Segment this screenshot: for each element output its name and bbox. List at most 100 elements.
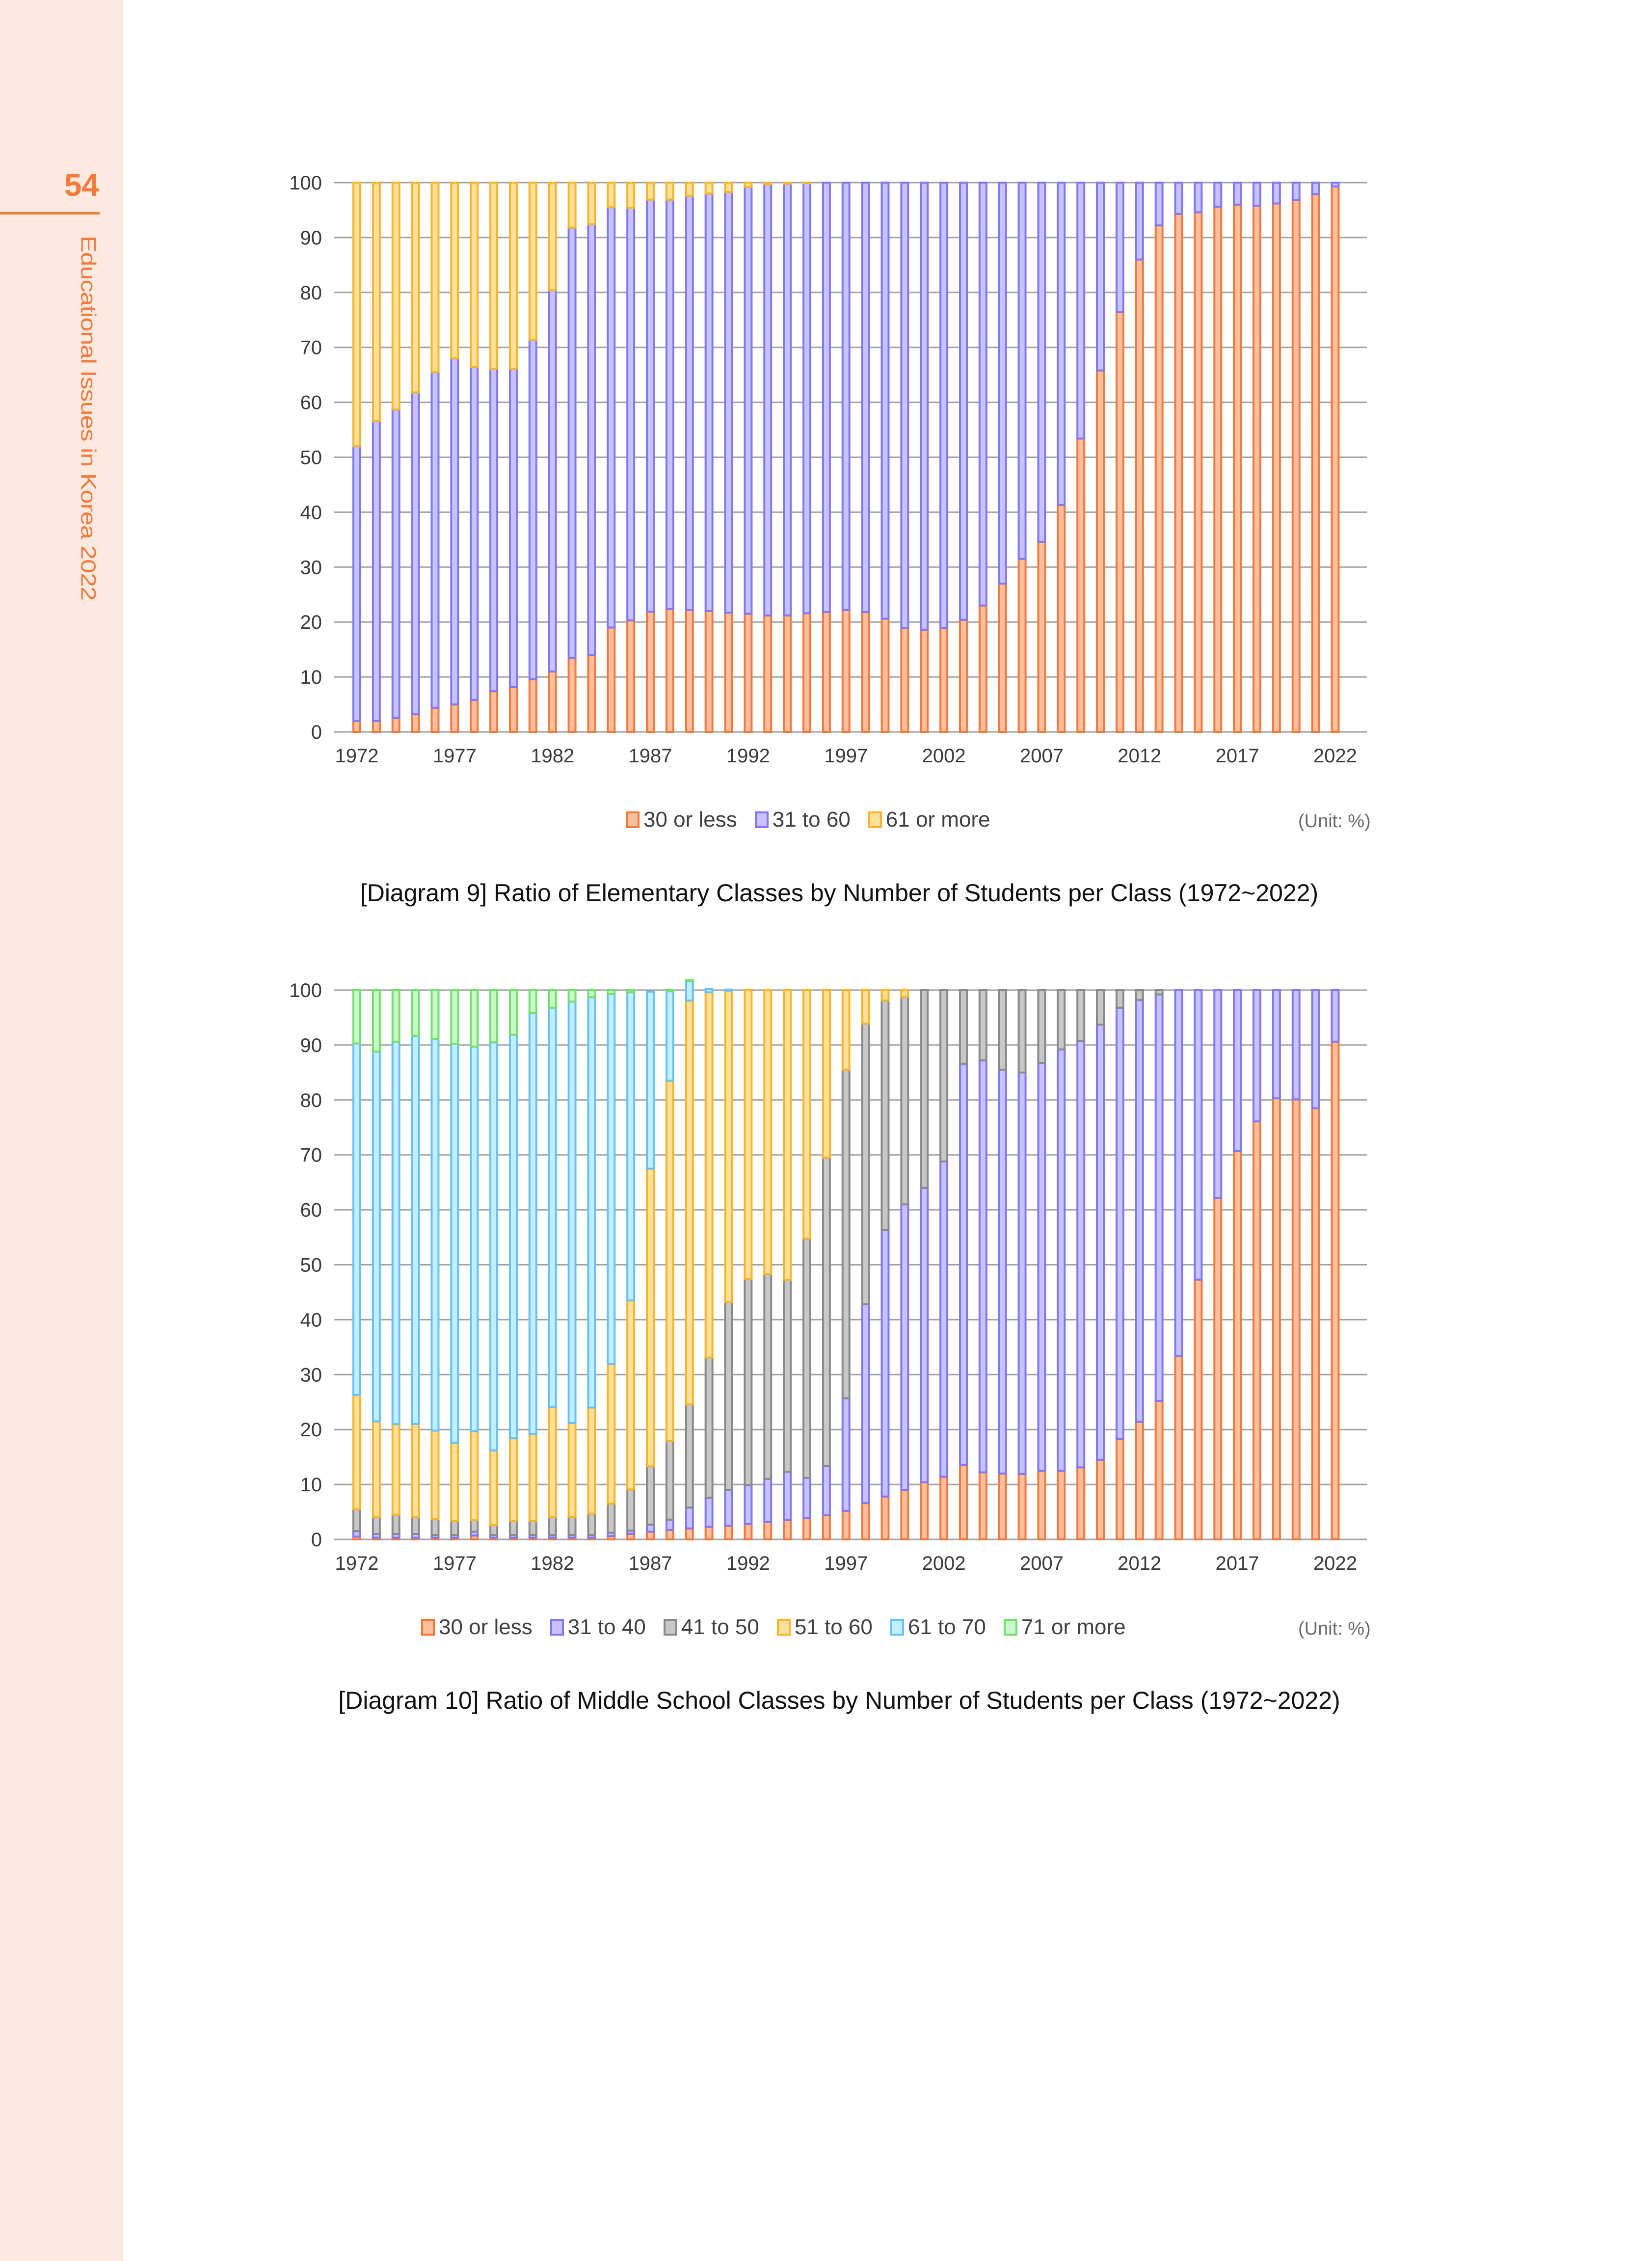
bar-stack-1986 (626, 989, 636, 1541)
bar-segment (802, 989, 812, 1239)
bar-segment (646, 610, 655, 733)
bar-segment (900, 989, 909, 998)
bar-stack-2019 (1272, 989, 1281, 1540)
y-tick-label: 20 (300, 612, 322, 633)
bar-segment (763, 182, 773, 186)
bar-segment (665, 608, 674, 733)
bar-segment (880, 182, 890, 620)
bar-segment (998, 1069, 1007, 1475)
bar-segment (900, 1203, 909, 1491)
bar-segment (1174, 182, 1183, 215)
bar-segment (626, 619, 636, 733)
bar-segment (646, 198, 655, 613)
bar-segment (352, 989, 361, 1045)
legend-item: 71 or more (1003, 1615, 1126, 1640)
bar-segment (1076, 1466, 1086, 1541)
bar-segment (430, 1429, 440, 1520)
bar-stack-1992 (744, 182, 753, 733)
x-tick-label: 2002 (922, 1553, 966, 1574)
bar-stack-1982 (548, 989, 557, 1540)
bar-stack-2018 (1252, 989, 1262, 1541)
bar-segment (548, 1406, 557, 1518)
bar-segment (626, 207, 636, 621)
bar-stack-1976 (430, 989, 440, 1540)
bar-segment (1096, 989, 1105, 1026)
diagram-9-caption: [Diagram 9] Ratio of Elementary Classes … (360, 879, 1319, 907)
bar-segment (1017, 558, 1027, 733)
bar-segment (665, 1440, 674, 1521)
bar-stack-1982 (548, 182, 557, 733)
bar-stack-1998 (861, 182, 870, 733)
bar-segment (959, 989, 968, 1065)
bar-segment (1311, 182, 1320, 195)
bar-segment (1252, 989, 1262, 1123)
bar-segment (1252, 182, 1262, 207)
bar-segment (508, 989, 518, 1036)
bar-segment (685, 1527, 694, 1540)
bar-segment (744, 613, 753, 733)
x-tick-label: 1992 (726, 1553, 770, 1574)
bar-segment (528, 1519, 537, 1536)
bar-segment (880, 989, 890, 1002)
bar-segment (626, 991, 636, 1302)
x-tick-label: 1997 (824, 1553, 868, 1574)
middle-school-class-size-chart: 0 10 20 30 40 50 60 70 80 90 100 1972 1977 1982 1987 19… (265, 955, 1413, 1740)
bar-segment (1233, 989, 1242, 1152)
bar-stack-1977 (450, 182, 459, 733)
legend-label: 41 to 50 (681, 1615, 759, 1639)
bar-stack-2022 (1331, 182, 1340, 733)
bar-segment (607, 206, 616, 629)
legend-swatch (890, 1619, 904, 1636)
bar-segment (489, 989, 499, 1044)
bar-segment (1252, 204, 1262, 733)
bar-segment (861, 182, 870, 614)
bar-segment (1213, 1196, 1223, 1540)
bar-stack-1972 (352, 989, 361, 1541)
bar-segment (783, 1471, 792, 1521)
bar-segment (959, 182, 968, 621)
bar-segment (352, 445, 361, 722)
legend-swatch (421, 1619, 435, 1636)
legend-label: 30 or less (439, 1615, 533, 1639)
bar-stack-1989 (685, 182, 694, 733)
bar-segment (978, 1059, 987, 1474)
bar-segment (763, 1478, 773, 1523)
bar-segment (1017, 989, 1027, 1074)
bar-segment (548, 989, 557, 1009)
bar-stack-2016 (1213, 989, 1223, 1540)
bar-stack-1987 (646, 991, 655, 1540)
bar-segment (1233, 182, 1242, 206)
bar-segment (450, 1043, 459, 1444)
bar-segment (548, 289, 557, 673)
bar-segment (607, 993, 616, 1366)
bar-segment (998, 989, 1007, 1071)
bar-segment (646, 1465, 655, 1526)
bar-segment (939, 1476, 949, 1540)
bar-segment (1037, 182, 1046, 543)
bar-segment (724, 1525, 733, 1541)
bar-segment (1272, 989, 1281, 1100)
bar-segment (352, 182, 361, 448)
legend-label: 61 to 70 (907, 1615, 986, 1639)
bar-segment (822, 989, 831, 1159)
y-tick-label: 80 (300, 1090, 322, 1111)
x-tick-label: 1972 (335, 1553, 379, 1574)
bar-segment (1154, 989, 1164, 996)
bar-stack-1981 (528, 182, 537, 733)
legend-swatch (776, 1619, 791, 1636)
bar-segment (607, 182, 616, 209)
bar-stack-2004 (978, 182, 987, 733)
x-tick-label: 1982 (531, 745, 574, 767)
bar-segment (1154, 224, 1164, 733)
bar-stack-1987 (646, 182, 655, 733)
bar-segment (1017, 182, 1027, 560)
bar-segment (724, 612, 733, 733)
legend-item: 61 to 70 (890, 1615, 986, 1640)
bar-segment (372, 720, 381, 733)
bar-segment (685, 980, 694, 1002)
bar-segment (411, 989, 420, 1037)
bar-segment (1135, 999, 1144, 1423)
bar-segment (861, 611, 870, 733)
legend-swatch (626, 811, 639, 828)
bar-segment (607, 626, 616, 733)
